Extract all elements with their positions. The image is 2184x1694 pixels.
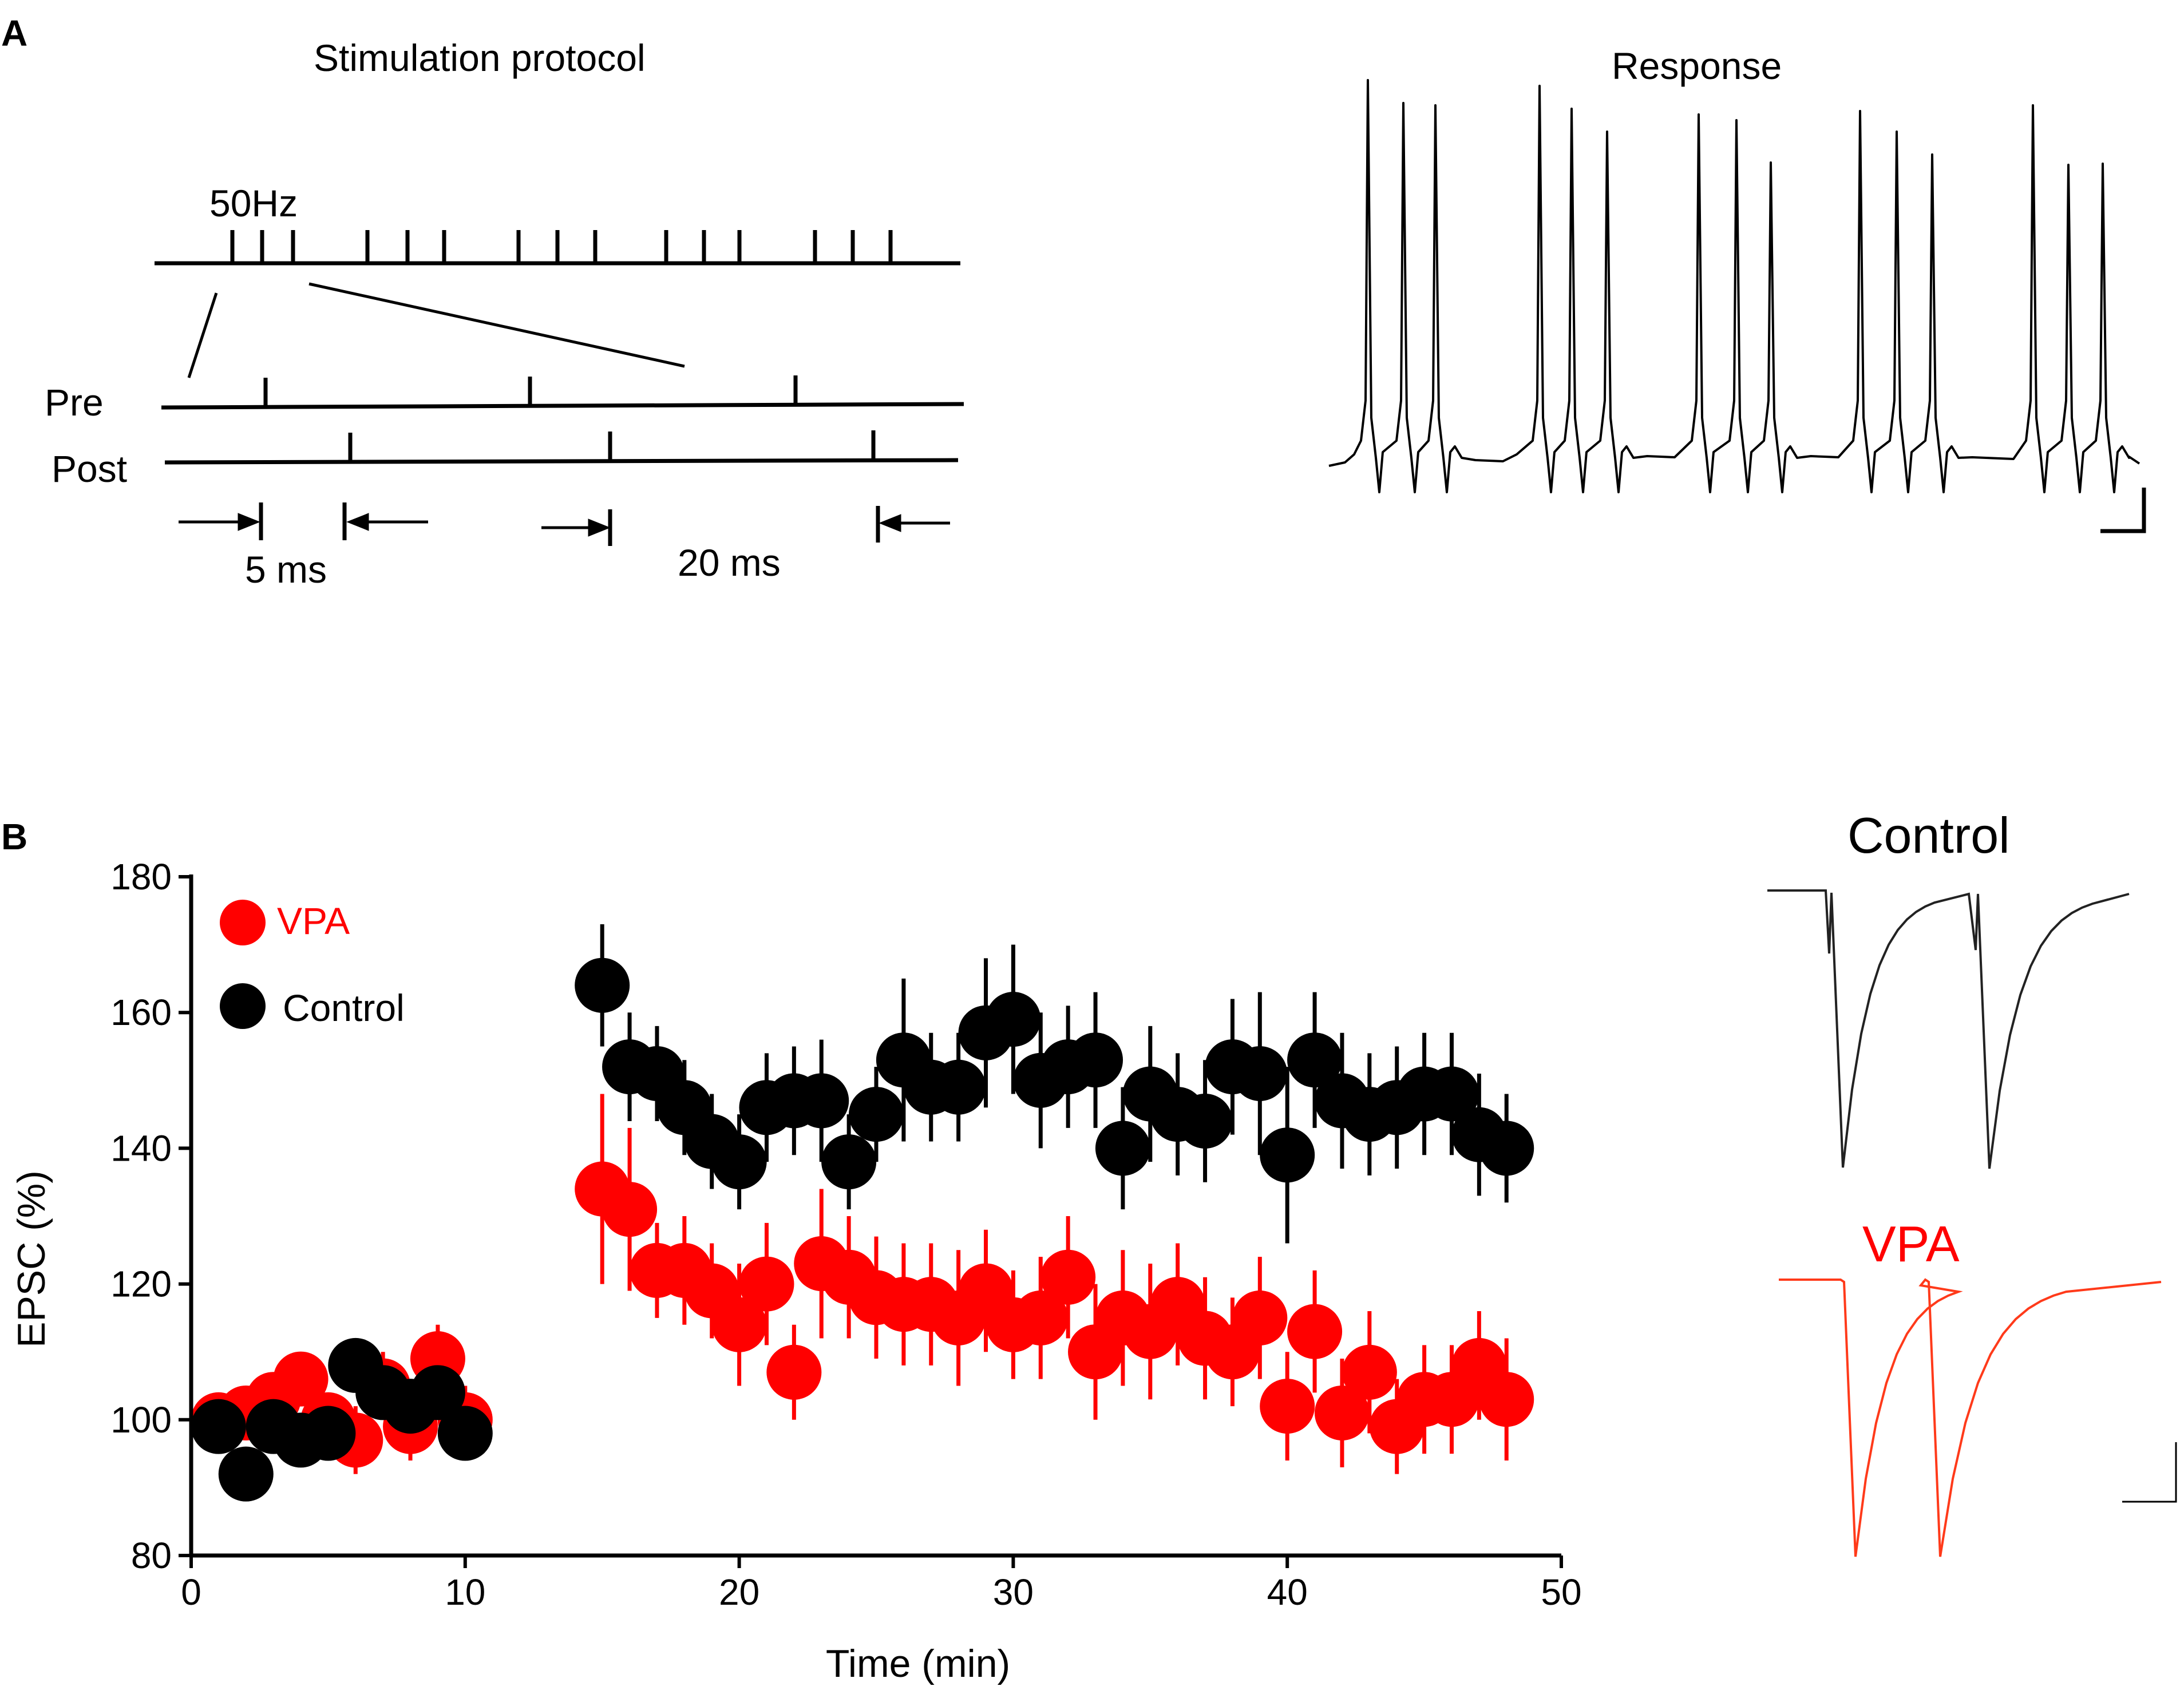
interval-5ms-label: 5 ms xyxy=(245,548,327,591)
arrow-head-left-icon xyxy=(346,513,369,531)
y-tick-label: 100 xyxy=(110,1399,172,1440)
x-tick-label: 20 xyxy=(719,1572,759,1613)
x-tick-label: 40 xyxy=(1267,1572,1308,1613)
data-point xyxy=(1068,1032,1123,1088)
data-point xyxy=(1177,1093,1233,1149)
y-tick-label: 80 xyxy=(131,1535,172,1576)
data-point xyxy=(1287,1304,1343,1359)
data-point xyxy=(849,1087,904,1142)
data-point xyxy=(273,1351,329,1407)
data-point xyxy=(437,1406,493,1461)
legend-vpa-marker xyxy=(220,900,266,945)
inset-traces: Control VPA xyxy=(1767,807,2177,1557)
zoom-line-left xyxy=(187,292,218,378)
data-point xyxy=(711,1134,767,1190)
response-trace xyxy=(1328,79,2141,493)
pre-line xyxy=(161,402,964,410)
protocol-title: Stimulation protocol xyxy=(314,37,646,79)
epsc-time-chart: 0 10 20 30 40 50 80 100 120 140 160 180 Time (min)… xyxy=(10,856,1582,1685)
y-tick-label: 120 xyxy=(110,1264,172,1305)
post-label: Post xyxy=(52,448,127,490)
arrow-head-right-icon xyxy=(238,513,260,531)
x-tick-label: 30 xyxy=(993,1572,1034,1613)
inset-vpa-trace xyxy=(1779,1278,2162,1557)
data-point xyxy=(1013,1290,1069,1345)
legend-control-label: Control xyxy=(283,987,405,1029)
arrow-head-right-icon xyxy=(588,519,611,537)
data-point xyxy=(300,1406,356,1461)
panel-a-letter: A xyxy=(1,13,27,54)
y-tick-label: 160 xyxy=(110,992,172,1033)
data-point xyxy=(1479,1121,1534,1176)
series-control xyxy=(191,924,1534,1502)
data-point xyxy=(739,1256,794,1312)
data-point xyxy=(1287,1032,1343,1088)
data-point xyxy=(191,1399,246,1454)
data-point xyxy=(1479,1372,1534,1427)
chart-marks xyxy=(191,924,1534,1502)
y-tick-label: 180 xyxy=(110,856,172,897)
zoom-line-right xyxy=(308,282,685,368)
panel-b-letter: B xyxy=(1,816,27,857)
data-point xyxy=(1040,1249,1096,1305)
data-point xyxy=(1342,1344,1397,1400)
inset-control-trace xyxy=(1767,889,2130,1169)
inset-control-label: Control xyxy=(1847,807,2010,864)
x-tick-label: 50 xyxy=(1541,1572,1581,1613)
interval-markers xyxy=(179,502,950,546)
data-point xyxy=(1095,1121,1150,1176)
data-point xyxy=(410,1365,465,1420)
data-point xyxy=(575,957,630,1013)
y-axis-title: EPSC (%) xyxy=(10,1170,53,1348)
x-axis-ticks: 0 10 20 30 40 50 xyxy=(181,1556,1582,1613)
data-point xyxy=(931,1059,986,1115)
data-point xyxy=(986,992,1041,1047)
arrow-head-left-icon xyxy=(879,514,901,532)
x-axis-title: Time (min) xyxy=(826,1642,1010,1685)
interval-20ms-label: 20 ms xyxy=(678,541,781,584)
scale-bar xyxy=(2100,488,2146,533)
data-point xyxy=(1232,1290,1288,1345)
x-tick-label: 0 xyxy=(181,1572,201,1613)
inset-vpa-label: VPA xyxy=(1862,1216,1960,1272)
data-point xyxy=(1260,1379,1315,1434)
y-axis-ticks: 80 100 120 140 160 180 xyxy=(110,856,191,1576)
data-point xyxy=(1232,1046,1288,1101)
panel-b: B 0 10 20 30 40 50 80 100 120 140 160 180 Time (mi… xyxy=(1,807,2177,1685)
legend-vpa-label: VPA xyxy=(277,900,350,942)
data-point xyxy=(1424,1066,1479,1122)
post-line xyxy=(164,458,959,465)
data-point xyxy=(1314,1385,1370,1440)
y-tick-label: 140 xyxy=(110,1127,172,1169)
data-point xyxy=(821,1134,877,1190)
x-tick-label: 10 xyxy=(445,1572,485,1613)
inset-scale-bar xyxy=(2122,1442,2177,1503)
pre-label: Pre xyxy=(45,381,104,424)
legend-control-marker xyxy=(220,983,266,1029)
data-point xyxy=(602,1182,658,1237)
data-point xyxy=(711,1297,767,1352)
response-title: Response xyxy=(1612,45,1782,87)
data-point xyxy=(218,1446,274,1502)
data-point xyxy=(766,1344,822,1400)
panel-a: A Stimulation protocol 50Hz Pre Post 5 m… xyxy=(1,13,2146,591)
data-point xyxy=(794,1073,849,1129)
legend: VPA Control xyxy=(220,900,405,1029)
data-point xyxy=(1260,1127,1315,1183)
stimulus-train-pulses xyxy=(230,230,893,263)
frequency-label: 50Hz xyxy=(209,182,298,224)
